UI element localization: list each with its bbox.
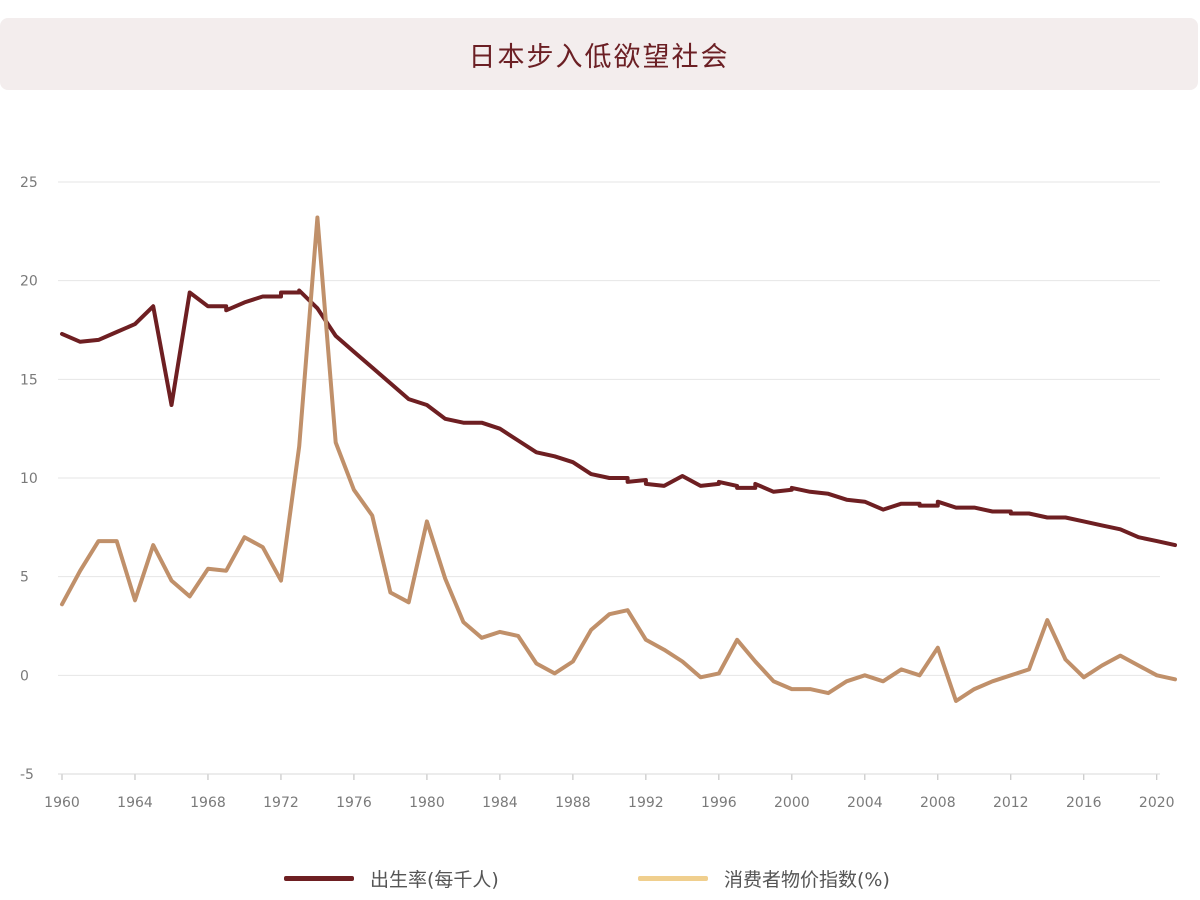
y-tick-label: 15 (20, 372, 38, 388)
legend-label-cpi: 消费者物价指数(%) (724, 868, 890, 891)
chart-title-bar: 日本步入低欲望社会 (0, 18, 1198, 90)
legend-swatch-cpi (638, 875, 708, 881)
x-tick-label: 1992 (628, 795, 664, 811)
y-tick-label: -5 (20, 767, 34, 783)
series-line-birth-rate (60, 288, 1177, 548)
x-tick-label: 1964 (117, 795, 153, 811)
x-tick-label: 1960 (44, 795, 80, 811)
legend-item-birth-rate: 出生率(每千人) (284, 858, 499, 898)
y-tick-label: 0 (20, 668, 29, 684)
x-tick-label: 2008 (920, 795, 956, 811)
legend-label-birth-rate: 出生率(每千人) (370, 868, 499, 891)
series-line-cpi (60, 215, 1177, 703)
x-tick-label: 1968 (190, 795, 226, 811)
y-tick-label: 10 (20, 471, 38, 487)
x-axis-ticks: 1960 1964 1968 1972 1976 1980 1984 1988 1992 1996… (44, 774, 1175, 811)
chart-legend: 出生率(每千人) 消费者物价指数(%) (0, 858, 1200, 898)
x-tick-label: 2020 (1139, 795, 1175, 811)
x-tick-label: 1988 (555, 795, 591, 811)
y-tick-label: 25 (20, 175, 38, 191)
y-axis-ticks: 25 20 15 10 5 0 -5 (20, 175, 38, 783)
chart-title: 日本步入低欲望社会 (468, 41, 730, 73)
legend-swatch-birth-rate (284, 875, 354, 881)
series-lines (60, 215, 1177, 703)
x-tick-label: 1996 (701, 795, 737, 811)
x-tick-label: 1980 (409, 795, 445, 811)
x-tick-label: 2000 (774, 795, 810, 811)
x-tick-label: 1972 (263, 795, 299, 811)
y-tick-label: 5 (20, 570, 29, 586)
x-tick-label: 2016 (1066, 795, 1102, 811)
legend-item-cpi: 消费者物价指数(%) (638, 858, 890, 898)
x-tick-label: 1976 (336, 795, 372, 811)
y-tick-label: 20 (20, 274, 38, 290)
x-tick-label: 1984 (482, 795, 518, 811)
x-tick-label: 2004 (847, 795, 883, 811)
x-tick-label: 2012 (993, 795, 1029, 811)
